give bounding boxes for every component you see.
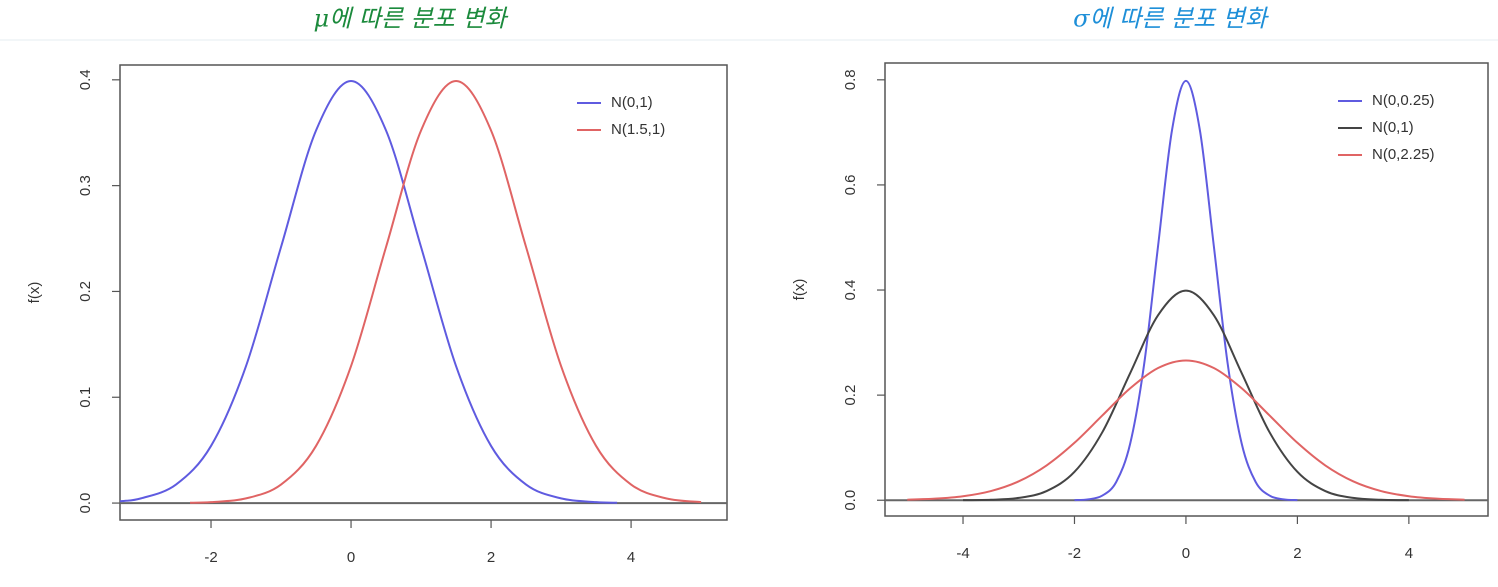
legend-label: N(0,1): [611, 94, 653, 111]
y-tick-label: 0.2: [842, 385, 859, 406]
legend-label: N(1.5,1): [611, 121, 665, 138]
density-curve: [119, 79, 618, 504]
y-tick-label: 0.8: [842, 69, 859, 90]
x-tick-label: -4: [956, 545, 969, 562]
x-tick-label: 2: [487, 549, 495, 566]
x-tick-label: 0: [1182, 545, 1190, 562]
y-tick-label: 0.3: [77, 175, 94, 196]
chart-title: σ에 따른 분포 변화: [1073, 5, 1269, 33]
y-tick-label: 0.0: [842, 490, 859, 511]
chart-title: μ에 따른 분포 변화: [313, 5, 508, 33]
legend-label: N(0,2.25): [1372, 146, 1435, 163]
y-tick-label: 0.0: [77, 493, 94, 514]
density-curve: [189, 79, 702, 504]
plot-frame: [119, 64, 728, 521]
x-tick-label: -2: [1068, 545, 1081, 562]
density-curve: [907, 359, 1465, 501]
x-tick-label: 4: [1405, 545, 1413, 562]
x-tick-label: 4: [627, 549, 635, 566]
y-tick-label: 0.6: [842, 174, 859, 195]
x-tick-label: -2: [204, 549, 217, 566]
y-tick-label: 0.4: [842, 280, 859, 301]
y-tick-label: 0.2: [77, 281, 94, 302]
density-curve: [963, 289, 1409, 502]
legend-label: N(0,0.25): [1372, 92, 1435, 109]
y-tick-label: 0.4: [77, 69, 94, 90]
legend-label: N(0,1): [1372, 119, 1414, 136]
y-tick-label: 0.1: [77, 387, 94, 408]
y-axis-label: f(x): [791, 279, 808, 301]
density-curve: [1074, 79, 1298, 502]
y-axis-label: f(x): [26, 282, 43, 304]
x-tick-label: 0: [347, 549, 355, 566]
x-tick-label: 2: [1293, 545, 1301, 562]
